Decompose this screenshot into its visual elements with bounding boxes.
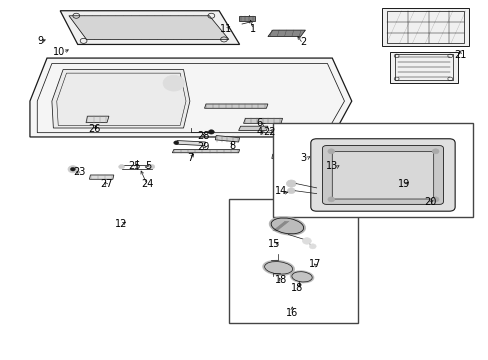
Text: 14: 14 <box>274 186 286 197</box>
Text: 17: 17 <box>308 259 321 269</box>
FancyBboxPatch shape <box>310 139 454 211</box>
Polygon shape <box>215 135 239 142</box>
Circle shape <box>327 149 334 154</box>
Circle shape <box>431 197 438 202</box>
Text: 12: 12 <box>115 219 127 229</box>
Text: 6: 6 <box>256 118 262 128</box>
Text: 25: 25 <box>128 161 141 171</box>
Text: 16: 16 <box>285 309 298 318</box>
FancyBboxPatch shape <box>286 242 333 266</box>
Circle shape <box>327 197 334 202</box>
Text: 27: 27 <box>101 179 113 189</box>
Polygon shape <box>238 17 255 22</box>
Text: 21: 21 <box>453 50 465 60</box>
Polygon shape <box>52 69 189 128</box>
Text: 18: 18 <box>290 283 303 293</box>
Text: 10: 10 <box>53 46 65 57</box>
Text: 2: 2 <box>299 37 305 47</box>
Polygon shape <box>389 51 457 83</box>
Text: 22: 22 <box>263 127 276 136</box>
Circle shape <box>286 180 296 187</box>
Text: 20: 20 <box>424 197 436 207</box>
Text: 7: 7 <box>186 153 193 163</box>
Circle shape <box>302 238 311 244</box>
Circle shape <box>149 165 155 169</box>
Text: 4: 4 <box>256 127 262 136</box>
Polygon shape <box>243 118 282 123</box>
Polygon shape <box>30 58 351 137</box>
Text: 29: 29 <box>197 142 209 152</box>
Polygon shape <box>86 116 109 123</box>
Polygon shape <box>381 8 468 45</box>
Polygon shape <box>89 175 114 179</box>
Text: 15: 15 <box>267 239 279 249</box>
Text: 1: 1 <box>250 24 256 35</box>
Ellipse shape <box>269 217 305 235</box>
Circle shape <box>173 141 178 144</box>
FancyBboxPatch shape <box>331 152 433 199</box>
Text: 5: 5 <box>144 161 151 171</box>
Text: 13: 13 <box>325 161 338 171</box>
Bar <box>272 123 472 217</box>
Polygon shape <box>271 154 322 158</box>
Text: 24: 24 <box>141 179 153 189</box>
Bar <box>228 199 357 323</box>
Ellipse shape <box>263 261 294 275</box>
Text: 26: 26 <box>88 124 101 134</box>
Ellipse shape <box>301 250 318 258</box>
Polygon shape <box>204 104 267 108</box>
Text: 8: 8 <box>229 141 235 151</box>
Text: 3: 3 <box>299 153 305 163</box>
Circle shape <box>431 149 438 154</box>
FancyBboxPatch shape <box>322 145 443 204</box>
Polygon shape <box>172 149 239 153</box>
Ellipse shape <box>290 271 313 283</box>
Text: 19: 19 <box>398 179 410 189</box>
Polygon shape <box>176 140 205 145</box>
Text: 28: 28 <box>197 131 209 141</box>
Polygon shape <box>267 30 305 37</box>
Circle shape <box>287 188 295 194</box>
Polygon shape <box>69 16 228 40</box>
Text: 18: 18 <box>274 275 286 285</box>
Circle shape <box>70 167 75 171</box>
Circle shape <box>163 75 184 91</box>
Text: 23: 23 <box>73 167 86 177</box>
Text: 9: 9 <box>38 36 43 46</box>
Circle shape <box>119 165 124 169</box>
Text: 11: 11 <box>220 24 232 35</box>
Circle shape <box>208 130 214 134</box>
Circle shape <box>309 244 316 249</box>
Circle shape <box>68 166 78 173</box>
Polygon shape <box>238 126 267 131</box>
Polygon shape <box>60 11 239 44</box>
